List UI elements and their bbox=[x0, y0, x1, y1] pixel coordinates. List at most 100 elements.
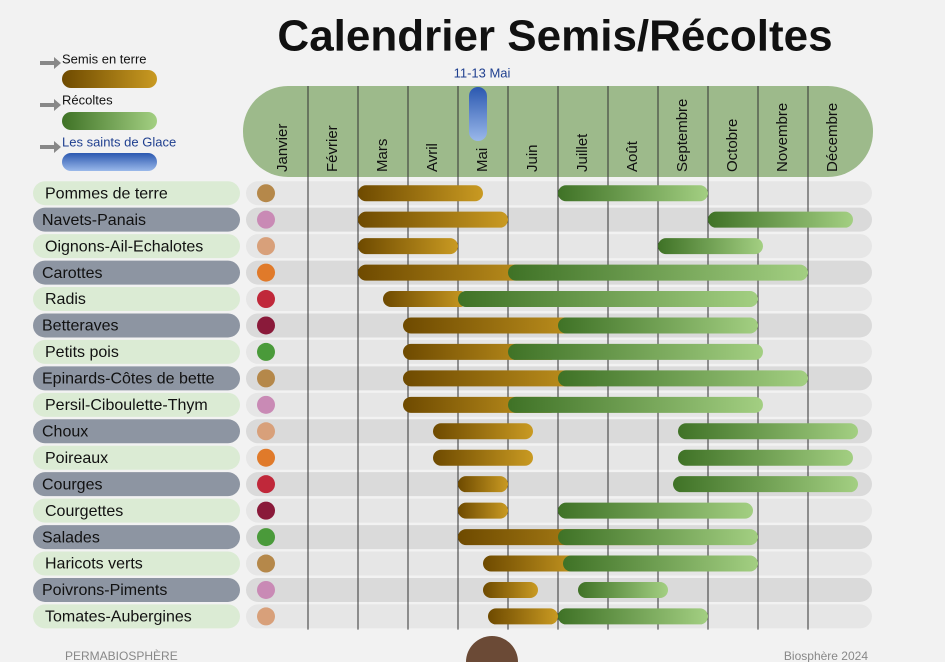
vegetable-icon bbox=[257, 554, 275, 573]
sowing-bar bbox=[358, 264, 558, 281]
legend-label: Semis en terre bbox=[62, 51, 147, 66]
row-label: Courges bbox=[42, 476, 102, 493]
row-label-pill bbox=[33, 339, 240, 364]
row-label: Petits pois bbox=[45, 344, 119, 361]
row-label: Tomates-Aubergines bbox=[45, 609, 192, 626]
row-label: Courgettes bbox=[45, 503, 123, 520]
harvest-bar bbox=[558, 529, 758, 546]
row-label: Radis bbox=[45, 291, 86, 308]
month-label: Avril bbox=[424, 143, 441, 172]
month-label: Août bbox=[624, 140, 641, 172]
sowing-bar bbox=[383, 291, 468, 308]
harvest-bar bbox=[673, 476, 858, 493]
row-label-pill bbox=[33, 260, 240, 285]
vegetable-icon bbox=[257, 237, 275, 256]
sowing-bar bbox=[488, 608, 558, 625]
vegetable-icon bbox=[257, 422, 275, 441]
harvest-bar bbox=[508, 264, 808, 281]
vegetable-icon bbox=[257, 501, 275, 520]
sowing-bar bbox=[458, 476, 508, 493]
row-label-pill bbox=[33, 498, 240, 523]
vegetable-icon bbox=[257, 475, 275, 494]
row-label-pill bbox=[33, 551, 240, 576]
harvest-bar bbox=[708, 211, 853, 228]
row-label-pill bbox=[33, 287, 240, 312]
row-label: Poireaux bbox=[45, 450, 108, 467]
harvest-bar bbox=[558, 370, 808, 387]
sowing-bar bbox=[483, 555, 583, 572]
vegetable-icon bbox=[257, 580, 275, 599]
vegetable-icon bbox=[257, 528, 275, 547]
harvest-bar bbox=[558, 185, 708, 202]
sowing-bar bbox=[358, 238, 458, 255]
row-label-pill bbox=[33, 313, 240, 338]
row-label-pill bbox=[33, 577, 240, 602]
month-label: Février bbox=[324, 125, 341, 172]
row-label-pill bbox=[33, 604, 240, 629]
row-label: Choux bbox=[42, 423, 88, 440]
month-label: Juillet bbox=[574, 133, 591, 172]
harvest-bar bbox=[508, 396, 763, 413]
sowing-bar bbox=[403, 317, 603, 334]
row-label: Epinards-Côtes de bette bbox=[42, 371, 215, 388]
row-stripe bbox=[246, 577, 872, 602]
harvest-bar bbox=[558, 502, 753, 519]
vegetable-icon bbox=[257, 316, 275, 335]
harvest-bar bbox=[508, 343, 763, 360]
legend-label: Les saints de Glace bbox=[62, 134, 176, 149]
sowing-bar bbox=[458, 502, 508, 519]
row-label-pill bbox=[33, 207, 240, 232]
sowing-bar bbox=[433, 449, 533, 466]
month-label: Janvier bbox=[274, 124, 291, 172]
row-label-pill bbox=[33, 472, 240, 497]
harvest-bar bbox=[458, 291, 758, 308]
harvest-bar bbox=[678, 449, 853, 466]
sowing-bar bbox=[483, 581, 538, 598]
vegetable-icon bbox=[257, 210, 275, 229]
harvest-bar bbox=[578, 581, 668, 598]
vegetable-icon bbox=[257, 607, 275, 626]
row-label: Pommes de terre bbox=[45, 185, 168, 202]
row-label-pill bbox=[33, 366, 240, 391]
legend-swatch bbox=[62, 153, 157, 171]
harvest-bar bbox=[678, 423, 858, 440]
row-label: Navets-Panais bbox=[42, 212, 146, 229]
row-label: Haricots verts bbox=[45, 556, 143, 573]
month-label: Septembre bbox=[674, 99, 691, 172]
row-label-pill bbox=[33, 445, 240, 470]
month-label: Novembre bbox=[774, 103, 791, 172]
sowing-bar bbox=[403, 370, 603, 387]
month-label: Mai bbox=[474, 148, 491, 172]
row-label-pill bbox=[33, 525, 240, 550]
avatar bbox=[466, 636, 518, 662]
row-stripe bbox=[246, 234, 872, 259]
footer-right: Biosphère 2024 bbox=[784, 649, 868, 662]
vegetable-icon bbox=[257, 448, 275, 467]
month-label: Octobre bbox=[724, 119, 741, 172]
month-label: Juin bbox=[524, 144, 541, 172]
row-label-pill bbox=[33, 181, 240, 206]
row-label: Carottes bbox=[42, 265, 102, 282]
vegetable-icon bbox=[257, 369, 275, 388]
chart-title: Calendrier Semis/Récoltes bbox=[277, 12, 832, 61]
row-label-pill bbox=[33, 234, 240, 259]
legend-arrow bbox=[40, 57, 61, 69]
sowing-bar bbox=[358, 211, 508, 228]
legend-label: Récoltes bbox=[62, 92, 113, 107]
harvest-bar bbox=[658, 238, 763, 255]
legend-swatch bbox=[62, 112, 157, 130]
row-label: Persil-Ciboulette-Thym bbox=[45, 397, 208, 414]
row-label: Poivrons-Piments bbox=[42, 582, 167, 599]
row-label-pill bbox=[33, 419, 240, 444]
vegetable-icon bbox=[257, 290, 275, 309]
harvest-bar bbox=[558, 317, 758, 334]
sowing-bar bbox=[433, 423, 533, 440]
row-label: Oignons-Ail-Echalotes bbox=[45, 238, 203, 255]
saints-label: 11-13 Mai bbox=[454, 65, 511, 80]
row-label: Salades bbox=[42, 529, 100, 546]
legend-arrow bbox=[40, 99, 61, 111]
row-label: Betteraves bbox=[42, 318, 118, 335]
footer-left: PERMABIOSPHÈRE bbox=[65, 648, 178, 662]
